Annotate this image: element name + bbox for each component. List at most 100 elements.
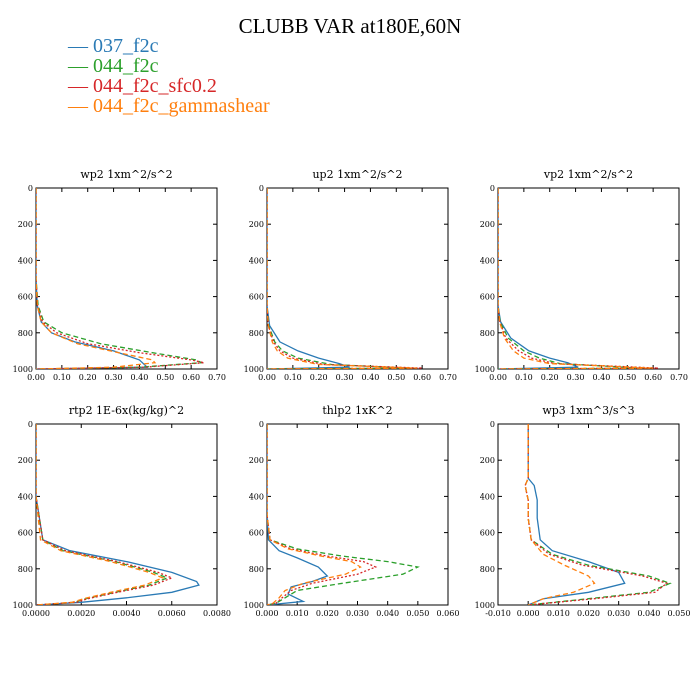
x-tick-label: 0.0080 [203,609,231,618]
series-line [524,424,596,605]
legend-swatch: — [68,95,88,117]
y-tick-label: 1000 [13,365,33,374]
x-tick-label: 0.030 [607,609,630,618]
y-tick-label: 200 [480,456,495,465]
chart-panel: vp2 1xm^2/s^2 0.00 0.10 0.20 0.30 0.40 0.50 0.6… [475,168,688,382]
chart-panel: wp2 1xm^2/s^2 0.00 0.10 0.20 0.30 0.40 0.50 0.6… [13,168,226,382]
chart-title: rtp2 1E-6x(kg/kg)^2 [69,404,184,417]
y-tick-label: 1000 [475,601,495,610]
x-tick-label: 0.10 [53,373,71,382]
series-line [267,188,350,369]
x-tick-label: 0.30 [567,373,585,382]
x-tick-label: 0.060 [437,609,460,618]
chart-title: vp2 1xm^2/s^2 [543,168,633,181]
legend-item: — 044_f2c [68,56,270,76]
y-tick-label: 800 [18,565,33,574]
y-tick-label: 400 [18,256,33,265]
y-tick-label: 400 [480,256,495,265]
y-tick-label: 1000 [13,601,33,610]
x-tick-label: 0.60 [413,373,431,382]
series-line [267,424,378,605]
x-tick-label: 0.70 [208,373,226,382]
series-line [498,188,641,369]
series-line [267,424,329,605]
y-tick-label: 400 [480,492,495,501]
x-tick-label: 0.010 [286,609,309,618]
plot-frame [35,187,218,370]
x-tick-label: 0.30 [105,373,123,382]
y-tick-label: 800 [249,565,264,574]
figure-title: CLUBB VAR at180E,60N [238,14,462,38]
y-tick-label: 1000 [244,365,264,374]
series-line [524,424,672,605]
series-line [36,188,205,369]
x-tick-label: 0.50 [156,373,174,382]
series-line [36,424,174,605]
chart-title: up2 1xm^2/s^2 [312,168,402,181]
x-tick-label: 0.20 [79,373,97,382]
legend-item: — 044_f2c_sfc0.2 [68,76,270,96]
x-tick-label: 0.040 [637,609,660,618]
y-tick-label: 400 [249,492,264,501]
x-tick-label: 0.0040 [113,609,141,618]
y-tick-label: 400 [18,492,33,501]
series-line [527,424,626,605]
plot-frame [266,423,449,606]
series-line [267,424,362,605]
legend-label: 044_f2c_sfc0.2 [93,75,217,97]
legend: — 037_f2c — 044_f2c — 044_f2c_sfc0.2 — 0… [68,36,270,116]
x-tick-label: 0.60 [644,373,662,382]
x-tick-label: 0.40 [362,373,380,382]
x-tick-label: 0.70 [670,373,688,382]
series-line [267,188,418,369]
y-tick-label: 600 [18,529,33,538]
plot-frame [497,423,680,606]
y-tick-label: 200 [18,456,33,465]
chart-panel: thlp2 1xK^2 0.000 0.010 0.020 0.030 0.040 0.05… [244,404,460,618]
plot-frame [497,187,680,370]
y-tick-label: 600 [18,293,33,302]
legend-label: 044_f2c [93,55,159,77]
x-tick-label: 0.050 [668,609,691,618]
legend-item: — 044_f2c_gammashear [68,96,270,116]
x-tick-label: 0.000 [517,609,540,618]
x-tick-label: -0.010 [485,609,511,618]
y-tick-label: 600 [480,293,495,302]
y-tick-label: 200 [18,220,33,229]
chart-panel: rtp2 1E-6x(kg/kg)^2 0.0000 0.0020 0.0040 0.0… [13,404,231,618]
chart-title: wp3 1xm^3/s^3 [542,404,634,417]
series-line [36,424,165,605]
legend-item: — 037_f2c [68,36,270,56]
x-tick-label: 0.020 [577,609,600,618]
series-line [36,424,169,605]
series-line [267,188,410,369]
x-tick-label: 0.20 [310,373,328,382]
x-tick-label: 0.40 [131,373,149,382]
x-tick-label: 0.10 [284,373,302,382]
y-tick-label: 600 [249,293,264,302]
series-line [498,188,654,369]
y-tick-label: 0 [259,184,264,193]
x-tick-label: 0.0060 [158,609,186,618]
y-tick-label: 200 [249,220,264,229]
x-tick-label: 0.020 [316,609,339,618]
x-tick-label: 0.10 [515,373,533,382]
y-tick-label: 600 [480,529,495,538]
x-tick-label: 0.50 [618,373,636,382]
legend-swatch: — [68,55,88,77]
y-tick-label: 200 [480,220,495,229]
y-tick-label: 800 [480,329,495,338]
series-line [36,424,200,605]
y-tick-label: 800 [249,329,264,338]
series-line [36,188,149,369]
y-tick-label: 0 [490,184,495,193]
y-tick-label: 600 [249,529,264,538]
series-line [267,188,423,369]
x-tick-label: 0.70 [439,373,457,382]
x-tick-label: 0.010 [547,609,570,618]
y-tick-label: 0 [28,420,33,429]
y-tick-label: 0 [490,420,495,429]
y-tick-label: 0 [28,184,33,193]
